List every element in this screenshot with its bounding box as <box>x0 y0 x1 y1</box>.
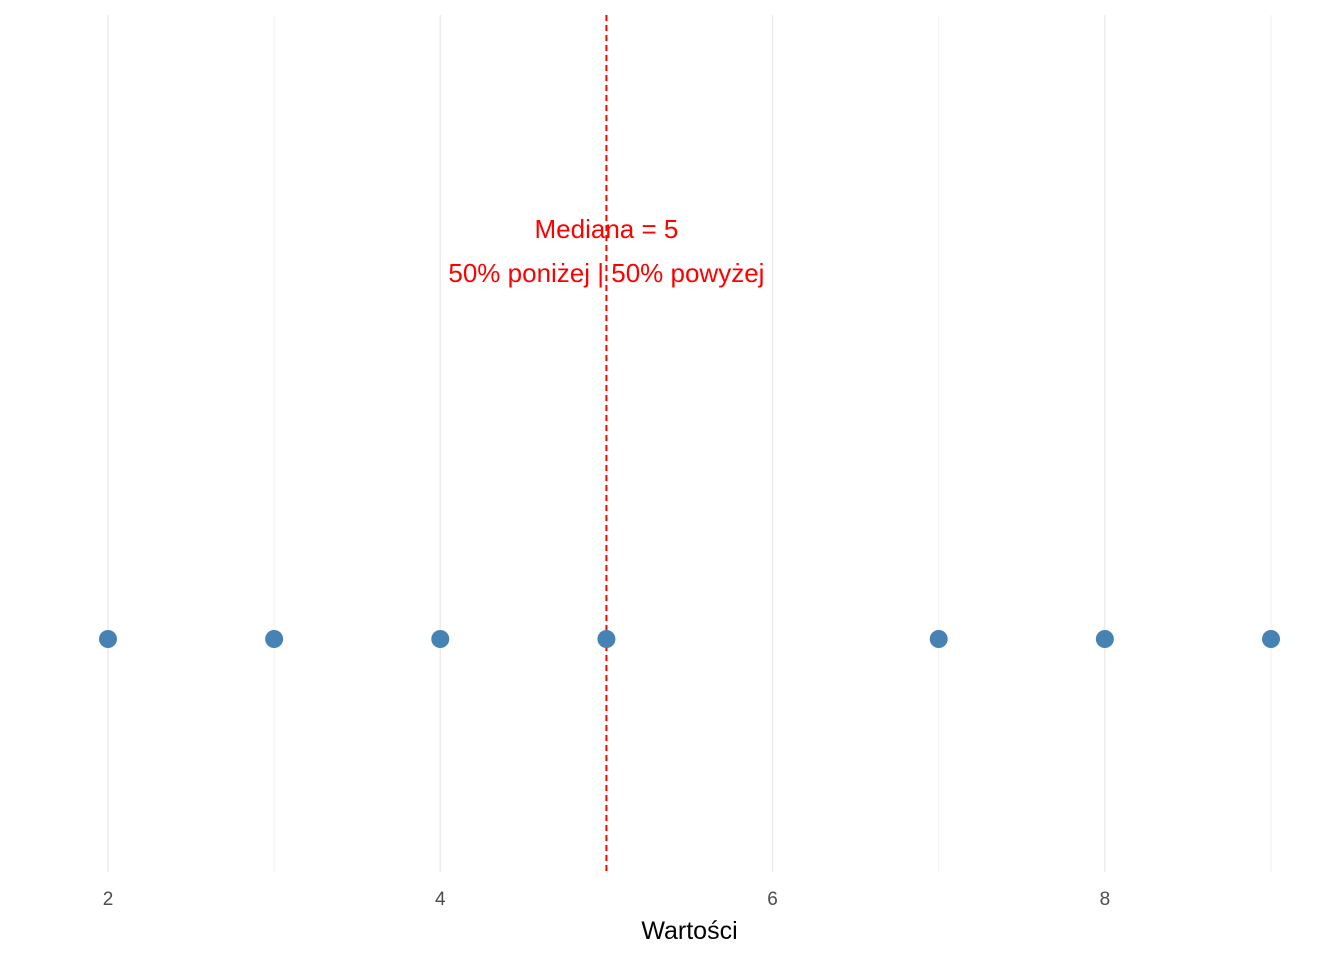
x-tick-label: 4 <box>435 889 446 910</box>
data-point <box>1262 630 1280 648</box>
gridlines <box>107 15 1272 872</box>
data-point <box>431 630 450 648</box>
data-points <box>99 630 1280 648</box>
median-layer: Mediana = 5 50% poniżej | 50% powyżej <box>448 15 764 872</box>
data-point <box>929 630 948 648</box>
data-point <box>99 630 117 648</box>
median-label-line2: 50% poniżej | 50% powyżej <box>448 258 764 288</box>
data-point <box>597 630 616 648</box>
data-point <box>265 630 284 648</box>
x-tick-label: 8 <box>1100 889 1111 910</box>
data-point <box>1095 630 1114 648</box>
x-tick-label: 6 <box>767 889 778 910</box>
x-axis-tick-labels: 2 4 6 8 <box>103 889 1110 910</box>
x-axis-title: Wartości <box>641 917 737 945</box>
median-label-line1: Mediana = 5 <box>535 214 679 244</box>
x-tick-label: 2 <box>103 889 114 910</box>
